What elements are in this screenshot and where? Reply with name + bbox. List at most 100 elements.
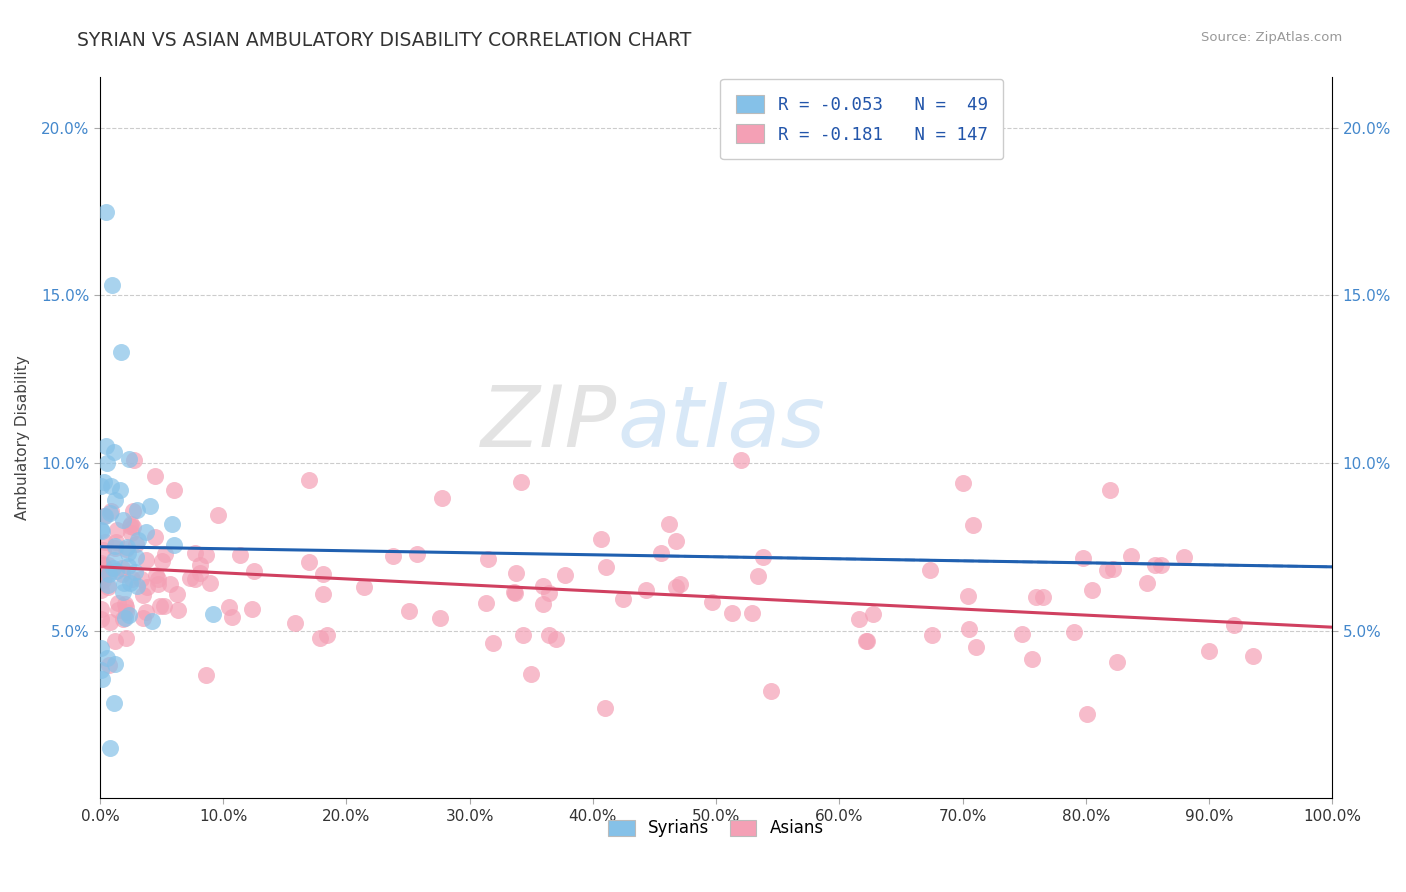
Point (153, 599, 176, 613)
Point (131, 610, 153, 624)
Point (1025, 591, 1047, 605)
Point (97, 565, 120, 579)
Point (94, 204, 117, 219)
Point (98, 506, 121, 520)
Point (103, 445, 125, 459)
Point (115, 631, 138, 645)
Point (115, 605, 138, 619)
Point (1143, 558, 1166, 573)
Point (202, 607, 225, 622)
Point (962, 518, 984, 533)
Point (179, 570, 201, 584)
Point (97, 567, 120, 582)
Point (242, 564, 264, 578)
Point (103, 553, 125, 567)
Point (104, 657, 127, 671)
Point (104, 541, 127, 556)
Point (129, 572, 152, 586)
Point (132, 588, 155, 602)
Point (139, 499, 162, 513)
Point (149, 599, 172, 613)
Point (194, 548, 217, 562)
Point (221, 609, 243, 624)
Text: ZIP: ZIP (481, 382, 617, 465)
Point (538, 586, 561, 600)
Point (96, 650, 118, 665)
Point (747, 569, 769, 583)
Point (1011, 626, 1033, 640)
Point (97, 580, 120, 594)
Point (100, 479, 122, 493)
Point (965, 640, 987, 655)
Point (127, 533, 149, 547)
Y-axis label: Ambulatory Disability: Ambulatory Disability (15, 355, 30, 520)
Point (956, 589, 979, 603)
Point (312, 566, 335, 581)
Point (91, 543, 114, 558)
Point (135, 552, 157, 566)
Point (194, 668, 217, 682)
Point (520, 667, 543, 681)
Point (112, 575, 135, 590)
Point (398, 604, 420, 618)
Point (90, 641, 112, 656)
Point (510, 475, 533, 490)
Point (111, 612, 134, 626)
Point (405, 547, 427, 561)
Point (101, 561, 124, 575)
Point (91, 673, 114, 687)
Point (93, 558, 115, 573)
Point (135, 525, 157, 540)
Point (115, 599, 138, 614)
Legend: Syrians, Asians: Syrians, Asians (602, 813, 831, 844)
Point (1223, 617, 1246, 632)
Point (90, 663, 112, 677)
Point (117, 559, 139, 574)
Point (921, 628, 943, 642)
Point (120, 525, 142, 540)
Point (284, 615, 307, 630)
Point (752, 550, 775, 565)
Point (167, 603, 190, 617)
Point (124, 565, 146, 579)
Point (207, 508, 229, 522)
Point (153, 547, 176, 561)
Point (533, 579, 555, 593)
Point (145, 568, 167, 582)
Point (741, 606, 763, 620)
Point (104, 492, 127, 507)
Point (159, 577, 181, 591)
Point (381, 549, 404, 563)
Point (118, 608, 141, 623)
Point (198, 576, 221, 591)
Point (122, 504, 145, 518)
Point (110, 345, 132, 359)
Point (143, 530, 166, 544)
Point (665, 581, 688, 595)
Point (115, 542, 138, 557)
Point (160, 517, 183, 532)
Point (114, 597, 136, 611)
Point (105, 564, 128, 578)
Point (475, 596, 498, 610)
Point (118, 519, 141, 533)
Point (650, 546, 672, 560)
Point (432, 491, 454, 505)
Point (91, 574, 114, 588)
Point (146, 572, 169, 586)
Point (118, 452, 141, 467)
Point (312, 587, 335, 601)
Point (104, 539, 127, 553)
Point (98, 740, 121, 755)
Point (669, 576, 692, 591)
Point (1105, 656, 1128, 670)
Point (163, 538, 186, 552)
Point (112, 585, 135, 599)
Point (309, 631, 332, 645)
Point (595, 560, 617, 574)
Point (121, 572, 143, 586)
Point (141, 614, 163, 628)
Point (120, 516, 142, 531)
Point (503, 586, 526, 600)
Point (111, 561, 134, 575)
